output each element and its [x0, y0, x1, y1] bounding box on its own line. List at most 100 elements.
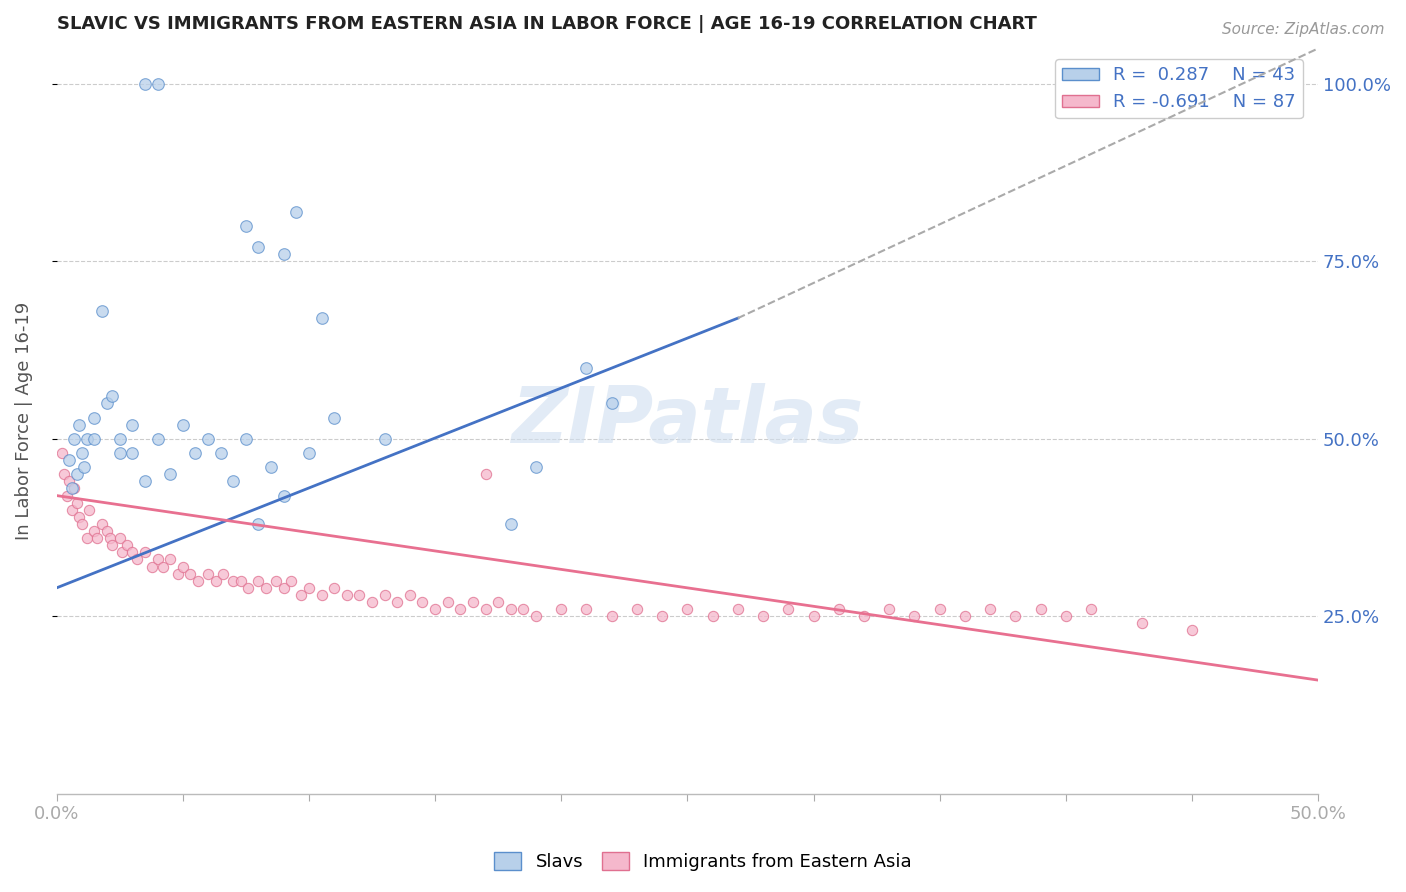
Point — [179, 566, 201, 581]
Point — [197, 566, 219, 581]
Point — [474, 602, 496, 616]
Point — [499, 602, 522, 616]
Point — [550, 602, 572, 616]
Point — [96, 396, 118, 410]
Point — [229, 574, 252, 588]
Point — [70, 446, 93, 460]
Point — [212, 566, 235, 581]
Point — [117, 538, 139, 552]
Point — [63, 482, 86, 496]
Point — [60, 482, 83, 496]
Point — [73, 460, 96, 475]
Text: ZIPatlas: ZIPatlas — [512, 383, 863, 459]
Point — [76, 531, 98, 545]
Point — [222, 574, 245, 588]
Point — [238, 581, 260, 595]
Point — [146, 432, 169, 446]
Point — [752, 609, 775, 624]
Point — [67, 417, 90, 432]
Point — [222, 475, 245, 489]
Point — [953, 609, 976, 624]
Point — [83, 524, 105, 538]
Point — [264, 574, 287, 588]
Point — [1080, 602, 1102, 616]
Legend: R =  0.287    N = 43, R = -0.691    N = 87: R = 0.287 N = 43, R = -0.691 N = 87 — [1054, 59, 1303, 119]
Point — [204, 574, 226, 588]
Point — [58, 475, 80, 489]
Point — [172, 559, 194, 574]
Text: Source: ZipAtlas.com: Source: ZipAtlas.com — [1222, 22, 1385, 37]
Point — [273, 489, 295, 503]
Point — [979, 602, 1001, 616]
Point — [98, 531, 121, 545]
Point — [575, 360, 598, 375]
Point — [903, 609, 925, 624]
Point — [55, 489, 77, 503]
Point — [184, 446, 207, 460]
Point — [76, 432, 98, 446]
Point — [127, 552, 149, 566]
Point — [436, 595, 458, 609]
Point — [877, 602, 900, 616]
Point — [51, 446, 73, 460]
Point — [474, 467, 496, 482]
Point — [273, 581, 295, 595]
Point — [803, 609, 825, 624]
Point — [1054, 609, 1077, 624]
Point — [828, 602, 851, 616]
Point — [134, 77, 156, 91]
Point — [361, 595, 384, 609]
Point — [374, 588, 396, 602]
Point — [260, 460, 283, 475]
Point — [101, 389, 124, 403]
Point — [853, 609, 876, 624]
Point — [676, 602, 699, 616]
Point — [1181, 624, 1204, 638]
Point — [285, 204, 308, 219]
Point — [197, 432, 219, 446]
Point — [499, 516, 522, 531]
Y-axis label: In Labor Force | Age 16-19: In Labor Force | Age 16-19 — [15, 301, 32, 541]
Point — [66, 496, 89, 510]
Point — [53, 467, 76, 482]
Point — [83, 432, 105, 446]
Point — [91, 304, 114, 318]
Point — [247, 240, 270, 254]
Point — [254, 581, 277, 595]
Point — [134, 475, 156, 489]
Point — [159, 467, 181, 482]
Point — [1029, 602, 1052, 616]
Point — [152, 559, 174, 574]
Point — [575, 602, 598, 616]
Point — [121, 545, 143, 559]
Point — [247, 516, 270, 531]
Point — [101, 538, 124, 552]
Point — [727, 602, 749, 616]
Point — [172, 417, 194, 432]
Point — [67, 509, 90, 524]
Point — [1004, 609, 1026, 624]
Point — [121, 417, 143, 432]
Point — [298, 581, 321, 595]
Point — [336, 588, 359, 602]
Point — [96, 524, 118, 538]
Point — [702, 609, 724, 624]
Point — [311, 588, 333, 602]
Point — [58, 453, 80, 467]
Point — [280, 574, 302, 588]
Point — [66, 467, 89, 482]
Point — [70, 516, 93, 531]
Point — [411, 595, 433, 609]
Point — [187, 574, 209, 588]
Text: SLAVIC VS IMMIGRANTS FROM EASTERN ASIA IN LABOR FORCE | AGE 16-19 CORRELATION CH: SLAVIC VS IMMIGRANTS FROM EASTERN ASIA I… — [56, 15, 1036, 33]
Point — [1130, 616, 1153, 631]
Point — [108, 531, 131, 545]
Point — [298, 446, 321, 460]
Point — [235, 432, 257, 446]
Point — [290, 588, 312, 602]
Point — [86, 531, 108, 545]
Point — [778, 602, 800, 616]
Point — [146, 77, 169, 91]
Point — [524, 609, 547, 624]
Point — [141, 559, 163, 574]
